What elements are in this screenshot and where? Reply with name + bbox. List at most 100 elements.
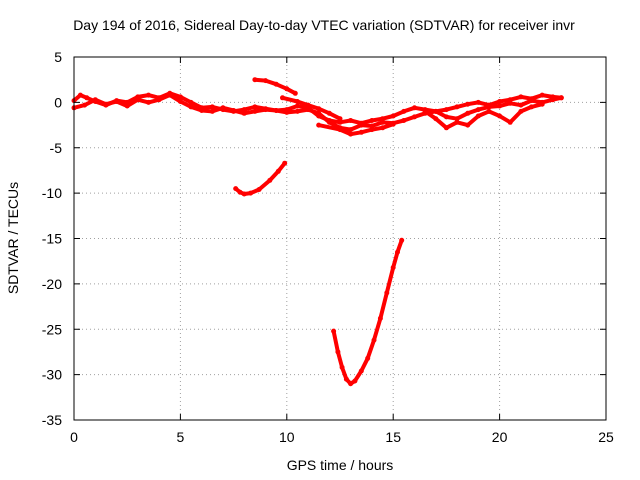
data-point	[507, 97, 513, 103]
track-lower-dip	[316, 121, 396, 137]
data-point	[335, 349, 341, 355]
data-point	[358, 122, 364, 128]
data-point	[401, 108, 407, 114]
data-point	[465, 122, 471, 128]
data-point	[380, 125, 386, 131]
data-point	[454, 119, 460, 125]
data-point	[518, 108, 524, 114]
data-point	[305, 107, 311, 113]
data-point	[507, 119, 513, 125]
data-point	[294, 103, 300, 109]
data-point	[475, 99, 481, 105]
data-point	[369, 123, 375, 129]
data-point	[337, 116, 343, 122]
data-point	[209, 108, 215, 114]
data-point	[316, 110, 322, 116]
data-point	[539, 101, 545, 107]
data-point	[241, 110, 247, 116]
data-point	[529, 98, 534, 104]
data-point	[497, 99, 503, 104]
data-point	[390, 265, 396, 270]
data-point	[339, 364, 345, 370]
data-point	[454, 116, 460, 122]
data-point	[231, 108, 237, 113]
data-point	[390, 121, 396, 127]
data-point	[280, 95, 285, 101]
track-arc-mid	[280, 95, 343, 122]
data-point	[465, 110, 471, 116]
data-point	[399, 237, 405, 243]
data-point	[422, 108, 428, 114]
data-point	[337, 119, 343, 125]
data-point	[497, 113, 503, 119]
data-point	[146, 99, 151, 105]
data-point	[412, 105, 417, 111]
y-axis-label: SDTVAR / TECUs	[5, 182, 21, 294]
data-point	[443, 107, 449, 113]
data-point	[497, 103, 503, 109]
data-point	[273, 108, 279, 113]
data-point	[220, 105, 226, 111]
y-tick-label: 0	[54, 94, 62, 110]
data-point	[443, 125, 449, 131]
data-point	[241, 107, 247, 113]
data-point	[358, 368, 364, 374]
data-point	[401, 118, 407, 123]
data-point	[348, 118, 354, 123]
data-point	[558, 95, 564, 101]
data-point	[177, 94, 183, 100]
data-point	[263, 107, 268, 113]
data-point	[114, 99, 120, 104]
data-point	[292, 90, 298, 96]
data-point	[267, 177, 273, 183]
track-wave	[422, 101, 545, 131]
data-point	[209, 104, 215, 110]
x-tick-label: 15	[385, 429, 401, 445]
data-point	[326, 110, 332, 116]
data-point	[486, 108, 492, 114]
x-tick-label: 0	[70, 429, 78, 445]
data-point	[248, 190, 254, 196]
data-point	[273, 81, 279, 87]
data-point	[188, 99, 194, 105]
data-point	[390, 113, 396, 119]
data-point	[124, 103, 130, 109]
y-tick-label: -10	[42, 185, 62, 201]
data-point	[252, 104, 258, 110]
data-point	[443, 114, 449, 120]
data-point	[284, 86, 290, 92]
data-point	[412, 114, 417, 120]
y-tick-label: -25	[42, 321, 62, 337]
data-point	[377, 315, 383, 321]
data-point	[433, 116, 439, 122]
data-point	[371, 337, 377, 343]
data-point	[331, 328, 337, 334]
data-point	[167, 92, 173, 98]
data-point	[103, 101, 109, 107]
x-tick-label: 25	[598, 429, 614, 445]
y-tick-label: -5	[50, 140, 63, 156]
data-point	[84, 95, 90, 101]
data-point	[369, 127, 375, 133]
data-point	[352, 378, 358, 384]
track-v-deep	[331, 237, 405, 387]
data-point	[465, 101, 471, 107]
data-point	[348, 131, 354, 137]
data-point	[348, 381, 354, 387]
y-tick-label: -15	[42, 231, 62, 247]
data-point	[241, 191, 247, 197]
track-arc-upper-line	[252, 77, 298, 96]
data-point	[316, 106, 322, 112]
data-point	[486, 104, 492, 110]
data-point	[275, 168, 281, 174]
data-point	[365, 355, 371, 361]
track-arc-left	[233, 160, 288, 197]
x-tick-label: 5	[177, 429, 185, 445]
x-tick-label: 20	[492, 429, 508, 445]
y-tick-label: -30	[42, 367, 62, 383]
data-point	[77, 92, 83, 98]
data-point	[380, 119, 386, 125]
data-point	[358, 129, 364, 135]
data-point	[326, 119, 332, 125]
